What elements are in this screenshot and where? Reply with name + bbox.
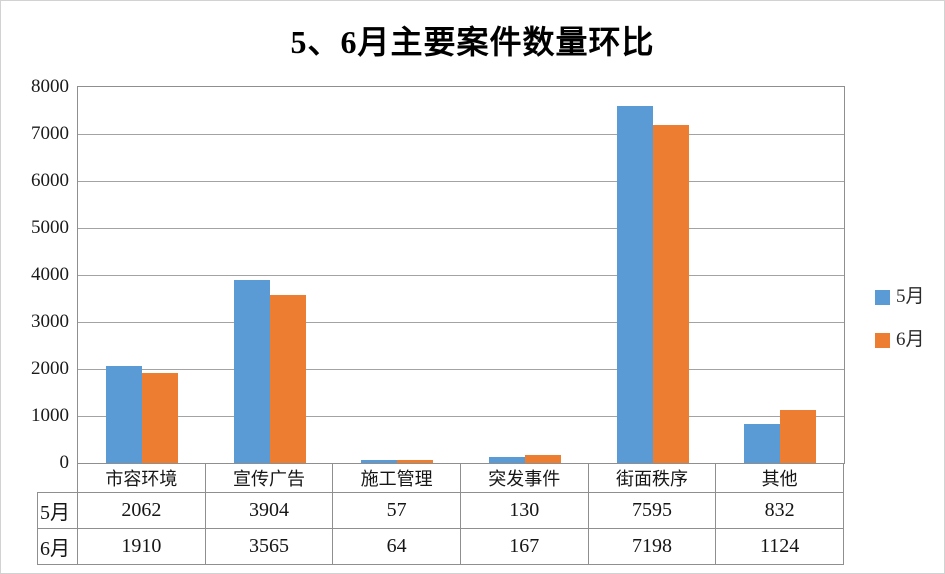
bar-group-4	[461, 87, 589, 463]
table-row-5月: 5月 2062 3904 57 130 7595 832	[37, 492, 844, 529]
category-header-6: 其他	[715, 463, 844, 493]
table-value-s1-c5: 7595	[587, 492, 717, 529]
bar-group-3	[333, 87, 461, 463]
table-value-s2-c1: 1910	[77, 528, 206, 565]
category-header-2: 宣传广告	[204, 463, 334, 493]
table-value-s2-c4: 167	[459, 528, 589, 565]
table-value-s2-c6: 1124	[715, 528, 844, 565]
bar-group-1	[78, 87, 206, 463]
bar-series2-cat2	[269, 295, 306, 463]
gridline-4000	[78, 275, 844, 276]
y-tick-label-6000: 6000	[31, 170, 69, 191]
table-value-s1-c3: 57	[332, 492, 461, 529]
y-tick-label-5000: 5000	[31, 217, 69, 238]
table-corner-cell	[38, 464, 78, 493]
bar-series1-cat1	[105, 366, 142, 463]
table-body: 市容环境 宣传广告 施工管理 突发事件 街面秩序 其他 5月 2062 3904 57 130 759…	[37, 463, 844, 565]
bar-group-5	[589, 87, 717, 463]
gridline-5000	[78, 228, 844, 229]
bar-series1-cat4	[488, 457, 525, 463]
y-tick-label-4000: 4000	[31, 264, 69, 285]
legend-item-1: 5月	[875, 286, 925, 307]
bar-series2-cat3	[397, 460, 434, 463]
gridline-3000	[78, 322, 844, 323]
gridline-2000	[78, 369, 844, 370]
gridline-7000	[78, 134, 844, 135]
table-value-s1-c2: 3904	[204, 492, 334, 529]
table-value-s1-c6: 832	[715, 492, 844, 529]
legend-label: 6月	[896, 329, 925, 350]
bar-group-6	[716, 87, 844, 463]
row-label-2: 6月	[37, 528, 78, 565]
legend: 5月 6月	[875, 286, 925, 350]
y-tick-label-2000: 2000	[31, 358, 69, 379]
bar-series1-cat3	[361, 460, 398, 463]
legend-swatch-icon	[875, 289, 890, 305]
table-value-s1-c4: 130	[459, 492, 589, 529]
bar-series1-cat2	[233, 280, 270, 463]
table-value-s2-c3: 64	[332, 528, 461, 565]
bar-series1-cat5	[616, 106, 653, 463]
bar-series1-cat6	[744, 424, 781, 463]
category-header-1: 市容环境	[77, 463, 206, 493]
table-value-s2-c2: 3565	[204, 528, 334, 565]
bar-group-2	[206, 87, 334, 463]
y-tick-label-3000: 3000	[31, 311, 69, 332]
row-label-1: 5月	[37, 492, 78, 529]
data-table: 市容环境 宣传广告 施工管理 突发事件 街面秩序 其他 5月 2062 3904 57 130 759…	[37, 463, 844, 565]
legend-swatch-icon	[875, 332, 890, 348]
y-tick-label-1000: 1000	[31, 405, 69, 426]
bar-series2-cat1	[141, 373, 178, 463]
table-value-s2-c5: 7198	[587, 528, 717, 565]
bar-series2-cat4	[524, 455, 561, 463]
chart-title: 5、6月主要案件数量环比	[290, 24, 655, 60]
table-header-row: 市容环境 宣传广告 施工管理 突发事件 街面秩序 其他	[38, 463, 844, 493]
bar-groups	[78, 87, 844, 463]
gridlines	[78, 87, 844, 463]
category-header-3: 施工管理	[332, 463, 461, 493]
gridline-6000	[78, 181, 844, 182]
table-value-s1-c1: 2062	[77, 492, 206, 529]
y-tick-label-0: 0	[59, 452, 70, 473]
category-header-4: 突发事件	[459, 463, 589, 493]
bar-series2-cat6	[780, 410, 817, 463]
y-tick-label-8000: 8000	[31, 76, 69, 97]
category-header-5: 街面秩序	[587, 463, 717, 493]
legend-item-2: 6月	[875, 329, 925, 350]
table-row-6月: 6月 1910 3565 64 167 7198 1124	[37, 528, 844, 565]
y-axis: 0 1000 2000 3000 4000 5000 6000 7000 8000	[1, 1, 69, 573]
legend-label: 5月	[896, 286, 925, 307]
y-tick-label-7000: 7000	[31, 123, 69, 144]
plot-area	[77, 86, 845, 464]
bar-series2-cat5	[652, 125, 689, 463]
gridline-1000	[78, 416, 844, 417]
